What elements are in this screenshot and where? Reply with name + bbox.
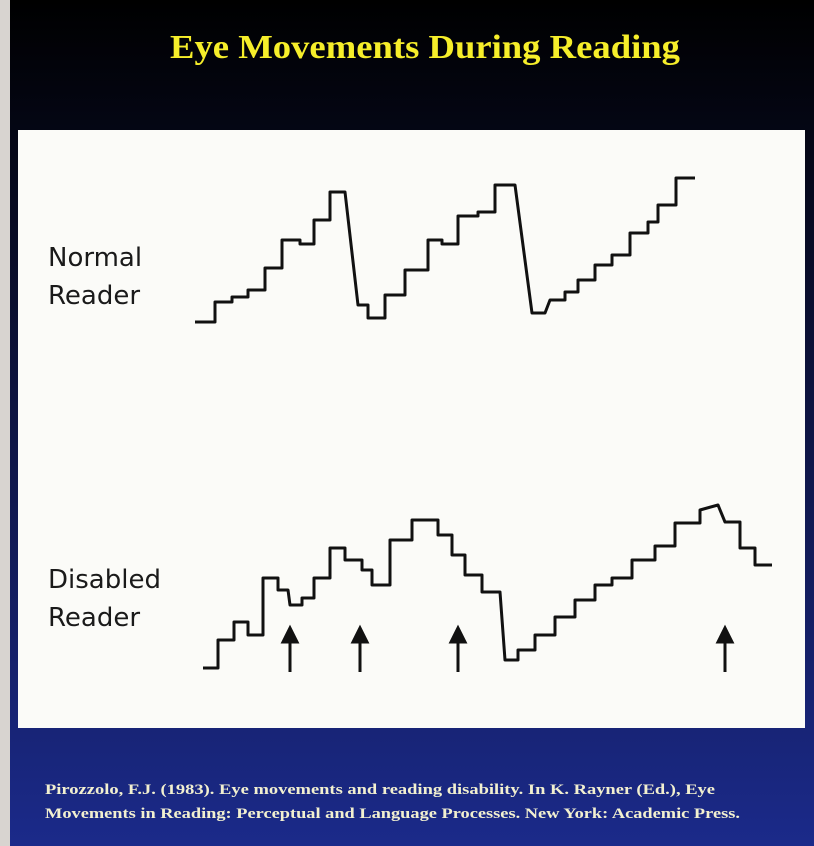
panel <box>18 130 805 728</box>
title: Eye Movements During Reading <box>170 29 680 66</box>
arrows <box>280 624 735 672</box>
label: Reader <box>48 281 140 311</box>
normal-trace <box>195 176 695 324</box>
label: Disabled <box>48 565 161 595</box>
disabled-trace <box>203 503 772 670</box>
citation: Pirozzolo, F.J. (1983). Eye movements an… <box>45 782 715 798</box>
citation: Movements in Reading: Perceptual and Lan… <box>45 806 740 822</box>
label: Normal <box>48 243 142 273</box>
left-edge <box>0 0 10 846</box>
label: Reader <box>48 603 140 633</box>
